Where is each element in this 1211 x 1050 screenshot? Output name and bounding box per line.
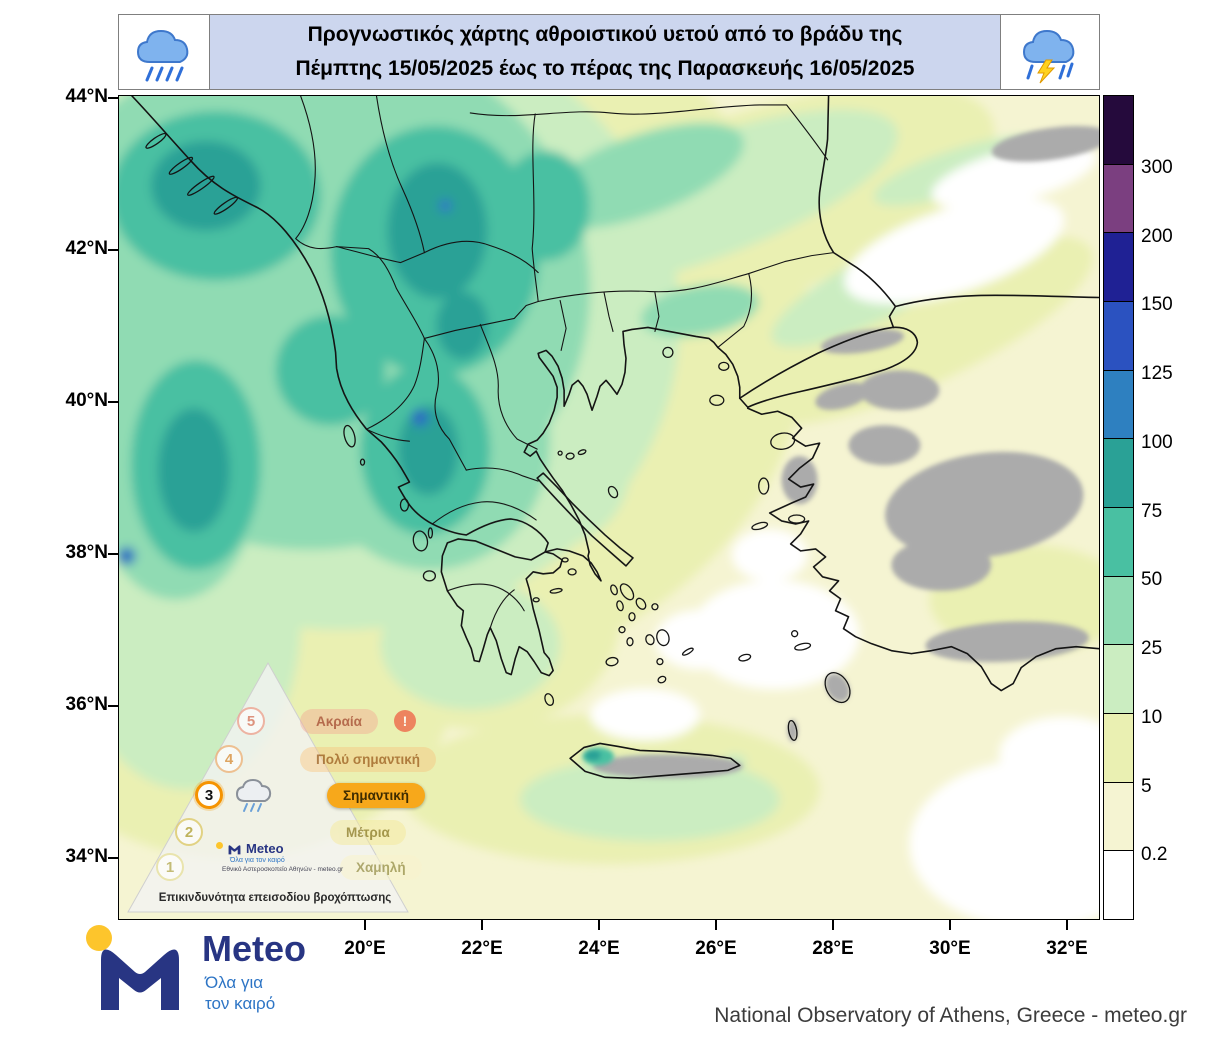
meteo-mini-logo: Meteo Όλα για τον καιρό Εθνικό Αστεροσκο… <box>216 841 346 874</box>
lon-tick <box>1066 920 1068 930</box>
lat-label: 44°N <box>65 86 108 107</box>
coastlines <box>131 96 1099 780</box>
colorbar-segment <box>1104 439 1133 509</box>
lat-tick <box>108 401 118 403</box>
storm-cloud-icon <box>1000 14 1100 90</box>
map-title-line1: Προγνωστικός χάρτης αθροιστικού υετού απ… <box>307 23 903 47</box>
crete-precip-spot <box>582 747 614 766</box>
colorbar-label: 125 <box>1141 363 1173 384</box>
lon-label: 32°E <box>1046 938 1088 959</box>
map-title: Προγνωστικός χάρτης αθροιστικού υετού απ… <box>210 14 1000 90</box>
lat-tick <box>108 553 118 555</box>
colorbar-segment <box>1104 782 1133 852</box>
warning-badge-icon: ! <box>393 710 416 732</box>
risk-level-label: Χαμηλή <box>340 854 422 880</box>
mini-logo-name: Meteo <box>246 841 284 856</box>
colorbar-segment <box>1104 576 1133 646</box>
lon-label: 22°E <box>461 938 503 959</box>
colorbar-label: 0.2 <box>1141 844 1168 866</box>
risk-level-number: 5 <box>237 707 265 735</box>
risk-level-3: 3 Σημαντική <box>195 778 425 812</box>
colorbar-segment <box>1104 164 1133 234</box>
risk-level-2: 2 Μέτρια <box>175 817 406 847</box>
colorbar-segment <box>1104 302 1133 371</box>
colorbar-label: 10 <box>1141 706 1163 728</box>
colorbar-label: 300 <box>1141 156 1173 178</box>
colorbar-label: 25 <box>1141 638 1163 659</box>
colorbar-label: 100 <box>1141 431 1173 453</box>
lat-label: 38°N <box>65 542 108 563</box>
lat-tick <box>108 249 118 251</box>
colorbar-segment <box>1104 851 1133 920</box>
lon-label: 26°E <box>695 938 737 959</box>
lon-label: 30°E <box>929 938 971 959</box>
risk-level-label: Πολύ σημαντική <box>300 746 437 772</box>
risk-level-label: Σημαντική <box>327 782 425 808</box>
colorbar-segment <box>1104 508 1133 577</box>
meteo-logo-name: Meteo <box>202 928 307 969</box>
lon-label: 20°E <box>344 938 386 959</box>
mini-logo-tagline: Όλα για τον καιρό <box>230 857 285 865</box>
mini-logo-m-icon <box>228 845 241 855</box>
colorbar-segment <box>1104 233 1133 303</box>
islands <box>145 132 851 741</box>
risk-level-1: 1 Χαμηλή <box>156 852 422 882</box>
colorbar-label: 150 <box>1141 294 1173 316</box>
risk-level-4: 4 Πολύ σημαντική <box>215 744 437 774</box>
colorbar-segment <box>1104 645 1133 715</box>
lat-label: 36°N <box>65 694 108 715</box>
risk-level-number: 1 <box>156 853 184 881</box>
meteo-logo-m-icon <box>86 925 179 1010</box>
colorbar-segment <box>1104 714 1133 783</box>
lon-tick <box>364 920 366 930</box>
mini-logo-org: Εθνικό Αστεροσκοπείο Αθηνών - meteo.gr <box>222 866 344 873</box>
risk-level-number: 2 <box>175 818 203 846</box>
colorbar <box>1103 95 1134 920</box>
attribution-text: National Observatory of Athens, Greece -… <box>714 1004 1187 1027</box>
header-bar: Προγνωστικός χάρτης αθροιστικού υετού απ… <box>118 14 1100 90</box>
colorbar-segment <box>1104 96 1133 165</box>
rain-cloud-small-icon <box>235 778 272 812</box>
risk-legend: 5 Ακραία! 4 Πολύ σημαντική 3 Σημαντική 2 Μέτρια… <box>120 655 500 920</box>
rain-cloud-icon-svg <box>136 29 189 82</box>
mini-logo-dot-icon <box>216 842 223 849</box>
risk-level-number: 3 <box>195 781 223 809</box>
meteo-logo <box>84 922 196 1019</box>
colorbar-label: 50 <box>1141 569 1163 591</box>
lat-tick <box>108 857 118 859</box>
risk-legend-caption: Επικινδυνότητα επεισοδίου βροχόπτωσης <box>158 892 392 904</box>
lon-label: 28°E <box>812 938 854 959</box>
risk-level-label: Ακραία <box>300 708 378 734</box>
lat-tick <box>108 97 118 99</box>
colorbar-segment <box>1104 370 1133 440</box>
meteo-logo-tagline: Όλα για τον καιρό <box>205 973 276 1014</box>
lat-tick <box>108 705 118 707</box>
lon-tick <box>949 920 951 930</box>
colorbar-label: 75 <box>1141 500 1163 522</box>
map-title-line2: Πέμπτης 15/05/2025 έως το πέρας της Παρα… <box>295 57 915 80</box>
precip-field <box>119 96 1099 919</box>
rain-cloud-icon <box>118 14 210 90</box>
lon-tick <box>715 920 717 930</box>
colorbar-label: 200 <box>1141 225 1173 247</box>
risk-level-label: Μέτρια <box>330 819 406 845</box>
lon-label: 24°E <box>578 938 620 959</box>
risk-level-5: 5 Ακραία! <box>237 706 416 736</box>
lon-tick <box>481 920 483 930</box>
lon-tick <box>832 920 834 930</box>
storm-cloud-icon-svg <box>1022 29 1075 84</box>
lat-label: 34°N <box>65 846 108 867</box>
lat-label: 40°N <box>65 390 108 411</box>
lat-label: 42°N <box>65 238 108 259</box>
country-borders <box>295 96 835 629</box>
risk-level-number: 4 <box>215 745 243 773</box>
colorbar-label: 5 <box>1141 775 1152 797</box>
lon-tick <box>598 920 600 930</box>
